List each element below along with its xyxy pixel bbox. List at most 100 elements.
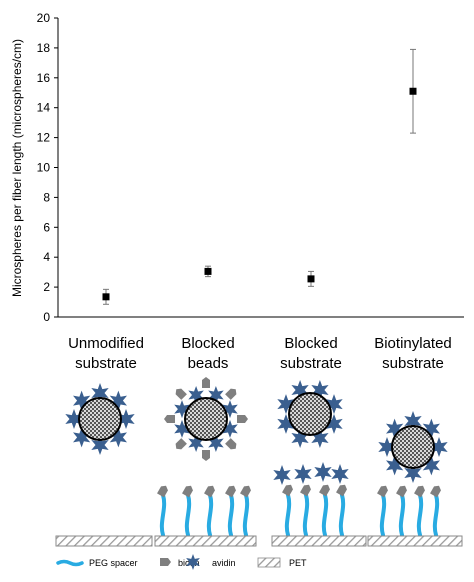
biotin-shape	[182, 485, 193, 498]
biotin-shape	[336, 484, 347, 497]
y-tick-label: 6	[43, 220, 50, 234]
schematic-blocked-beads	[154, 377, 257, 547]
y-tick-label: 0	[43, 310, 50, 324]
peg-spacer	[398, 493, 406, 537]
biotin-shape	[240, 485, 251, 498]
biotin-shape	[377, 485, 388, 498]
avidin-icon	[294, 464, 312, 484]
biotin-icon	[225, 485, 236, 498]
peg-spacer	[284, 493, 292, 537]
biotin-icon	[430, 485, 441, 498]
avidin-icon	[386, 455, 404, 476]
pet-substrate	[271, 535, 367, 547]
biotin-icon	[396, 485, 407, 498]
y-tick-label: 12	[37, 131, 51, 145]
biotin-icon	[164, 415, 175, 423]
y-tick-label: 16	[37, 71, 51, 85]
avidin-icon	[174, 400, 190, 419]
microsphere	[391, 425, 435, 469]
plot-area: 0 2 4 6 8 10 12 14 16 18 20 Microspheres per fiber…	[10, 11, 464, 324]
avidin-icon	[188, 434, 204, 452]
biotin-icon	[160, 558, 171, 566]
legend-item-pet: PET	[257, 557, 307, 568]
biotin-icon	[300, 484, 311, 497]
category-label: substrate	[75, 355, 137, 372]
avidin-icon	[277, 394, 295, 415]
peg-spacer	[184, 493, 192, 537]
data-points	[102, 48, 417, 305]
biotin-shape	[175, 438, 187, 450]
avidin-icon	[422, 455, 440, 476]
biotin-shape	[202, 377, 210, 388]
avidin-icon	[311, 428, 329, 448]
avidin-icon	[273, 465, 291, 485]
pet-icon	[257, 557, 281, 568]
data-point	[307, 275, 315, 283]
avidin-icon	[91, 383, 109, 403]
peg-spacer	[432, 493, 440, 537]
biotin-shape	[396, 485, 407, 498]
avidin-icon	[325, 394, 343, 415]
category-label: Biotinylated	[374, 335, 452, 352]
schematic-illustrations	[55, 377, 463, 547]
peg-spacer	[321, 493, 329, 537]
data-point	[409, 87, 417, 95]
peg-spacer	[338, 493, 346, 537]
peg-spacer	[379, 493, 387, 537]
biotin-shape	[204, 485, 215, 498]
biotin-icon	[202, 450, 210, 461]
y-tick-label: 10	[37, 161, 51, 175]
biotin-icon	[319, 484, 330, 497]
schematic-blocked-substrate	[271, 380, 367, 547]
schematic-biotinylated	[367, 411, 463, 547]
biotin-shape	[237, 415, 248, 423]
category-label: beads	[188, 355, 229, 372]
microsphere	[184, 397, 228, 441]
biotin-shape	[430, 485, 441, 498]
biotin-icon	[202, 377, 210, 388]
biotin-shape	[225, 485, 236, 498]
biotin-icon	[157, 485, 168, 498]
microsphere	[78, 397, 122, 441]
legend-label-avidin: avidin	[212, 558, 236, 568]
avidin-icon	[73, 427, 91, 448]
avidin-icon	[65, 409, 83, 429]
avidin-icon	[325, 413, 343, 434]
legend-item-avidin: avidin	[186, 554, 236, 570]
avidin-icon	[222, 419, 238, 438]
legend-item-peg: PEG spacer	[56, 558, 138, 568]
category-labels: Unmodified substrate Blocked beads Blocked su…	[68, 335, 452, 372]
biotin-icon	[414, 485, 425, 498]
y-tick-label: 14	[37, 101, 51, 115]
legend-label-peg: PEG spacer	[89, 558, 138, 568]
biotin-icon	[225, 388, 237, 400]
category-label: substrate	[382, 355, 444, 372]
avidin-icon	[331, 464, 349, 484]
microsphere	[288, 392, 332, 436]
biotin-shape	[164, 415, 175, 423]
y-tick-label: 2	[43, 280, 50, 294]
avidin-icon	[109, 390, 127, 411]
avidin-icon	[91, 435, 109, 455]
data-point	[102, 293, 110, 301]
avidin-icon	[186, 554, 200, 570]
biotin-shape	[202, 450, 210, 461]
biotin-shape	[300, 484, 311, 497]
biotin-shape	[175, 388, 187, 400]
biotin-shape	[282, 484, 293, 497]
biotin-icon	[175, 438, 187, 450]
avidin-icon	[109, 427, 127, 448]
avidin-icon	[314, 462, 332, 482]
peg-spacer	[416, 493, 424, 537]
peg-spacer-icon	[56, 559, 84, 567]
biotin-icon	[377, 485, 388, 498]
data-point	[204, 267, 212, 275]
peg-spacer	[159, 493, 167, 537]
avidin-icon	[430, 437, 448, 457]
biotin-icon	[225, 438, 237, 450]
y-ticks: 0 2 4 6 8 10 12 14 16 18 20	[37, 11, 58, 324]
avidin-icon	[277, 413, 295, 434]
category-label: Blocked	[284, 335, 337, 352]
peg-spacer	[242, 493, 250, 537]
